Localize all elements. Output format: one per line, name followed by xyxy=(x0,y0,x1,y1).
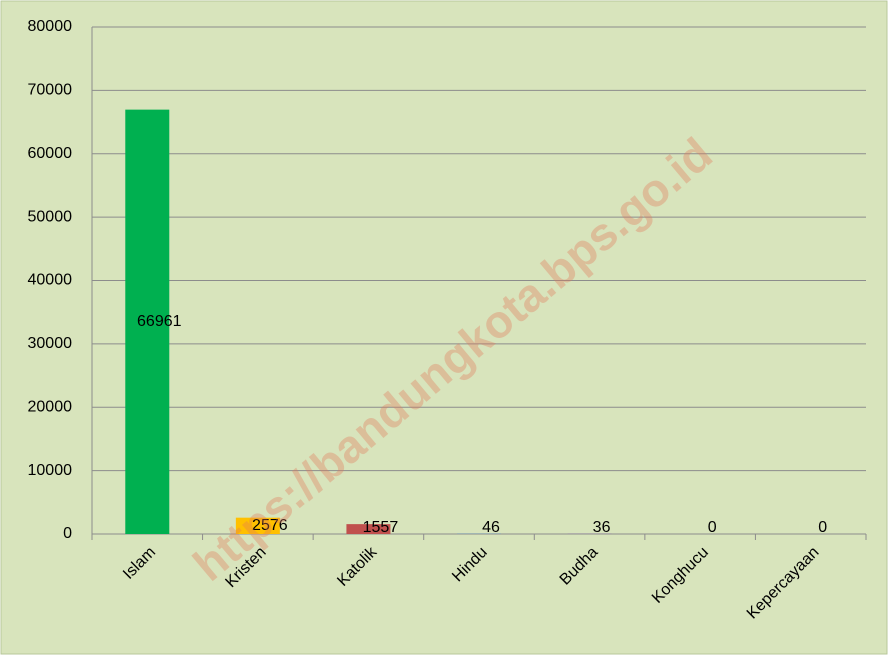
bar xyxy=(235,517,280,534)
y-tick-label: 70000 xyxy=(28,82,73,99)
y-tick-label: 20000 xyxy=(28,398,73,415)
data-label: 36 xyxy=(593,519,611,536)
y-tick-label: 30000 xyxy=(28,335,73,352)
y-tick-label: 40000 xyxy=(28,272,73,289)
y-tick-label: 0 xyxy=(63,525,72,542)
y-tick-label: 80000 xyxy=(28,18,73,35)
data-label: 1557 xyxy=(363,519,399,536)
y-tick-label: 10000 xyxy=(28,462,73,479)
data-label: 46 xyxy=(482,519,500,536)
data-label: 0 xyxy=(708,519,717,536)
data-label: 2576 xyxy=(252,517,288,534)
data-label: 0 xyxy=(818,519,827,536)
y-tick-label: 60000 xyxy=(28,145,73,162)
data-label: 66961 xyxy=(137,313,182,330)
bar xyxy=(346,524,391,534)
y-tick-label: 50000 xyxy=(28,208,73,225)
bar xyxy=(125,109,170,535)
